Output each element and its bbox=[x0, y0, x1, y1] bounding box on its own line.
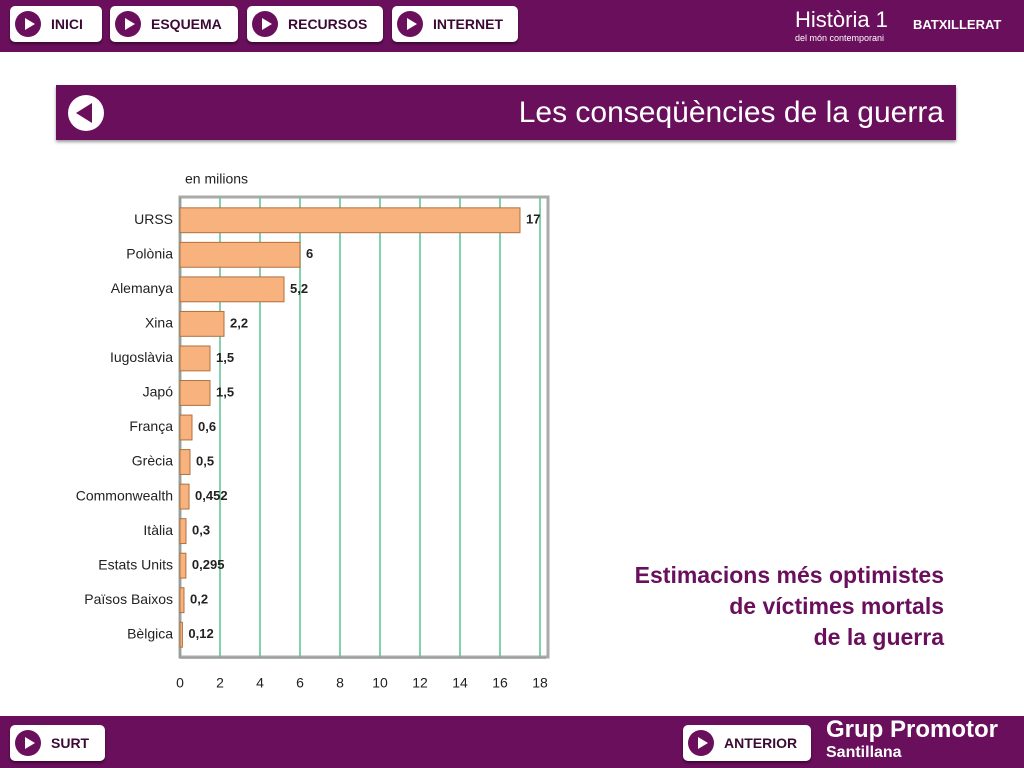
value-label: 0,452 bbox=[195, 488, 228, 503]
nav-button[interactable]: ESQUEMA bbox=[110, 6, 238, 42]
bar bbox=[179, 241, 301, 268]
y-tick-label: URSS bbox=[134, 211, 173, 227]
value-label: 0,12 bbox=[188, 626, 213, 641]
previous-button[interactable]: ANTERIOR bbox=[683, 725, 811, 761]
caption-line: de víctimes mortals bbox=[729, 593, 944, 619]
value-label: 0,5 bbox=[196, 453, 214, 468]
bar bbox=[179, 345, 211, 372]
exit-button[interactable]: SURT bbox=[10, 725, 105, 761]
bar bbox=[179, 587, 185, 614]
x-tick-label: 0 bbox=[176, 675, 184, 691]
value-label: 1,5 bbox=[216, 384, 234, 399]
value-label: 17 bbox=[526, 212, 540, 227]
bar bbox=[179, 483, 190, 510]
chart: en milions 0 2 4 6 8 10 12 14 16 18 URSS 17 Polònia 6… bbox=[76, 171, 550, 691]
brand-level: BATXILLERAT bbox=[913, 17, 1002, 32]
x-tick-label: 12 bbox=[412, 675, 428, 691]
unit-label: en milions bbox=[185, 171, 248, 187]
nav-label: RECURSOS bbox=[288, 16, 368, 32]
caption: Estimacions més optimistes de víctimes mo… bbox=[635, 560, 944, 653]
x-tick-label: 4 bbox=[256, 675, 264, 691]
bar bbox=[179, 621, 183, 648]
y-tick-label: França bbox=[129, 418, 173, 434]
bar bbox=[179, 518, 187, 545]
nav-button[interactable]: INTERNET bbox=[392, 6, 518, 42]
value-label: 0,3 bbox=[192, 523, 210, 538]
x-tick-label: 18 bbox=[532, 675, 548, 691]
header-band: Les conseqüències de la guerra bbox=[56, 85, 956, 140]
caption-line: de la guerra bbox=[813, 624, 944, 650]
nav-label: ESQUEMA bbox=[151, 16, 222, 32]
bar bbox=[179, 310, 225, 337]
value-label: 5,2 bbox=[290, 281, 308, 296]
publisher-sub: Santillana bbox=[826, 744, 902, 761]
y-tick-label: Estats Units bbox=[98, 556, 173, 572]
x-tick-label: 14 bbox=[452, 675, 468, 691]
y-tick-label: Xina bbox=[145, 315, 173, 331]
value-label: 1,5 bbox=[216, 350, 234, 365]
caption-line: Estimacions més optimistes bbox=[634, 562, 944, 588]
y-tick-label: Commonwealth bbox=[76, 487, 173, 503]
x-tick-label: 2 bbox=[216, 675, 224, 691]
brand-title: Història 1 bbox=[795, 7, 888, 32]
bar bbox=[179, 380, 211, 406]
bar bbox=[179, 276, 285, 303]
exit-label: SURT bbox=[51, 735, 90, 751]
x-tick-label: 8 bbox=[336, 675, 344, 691]
nav-label: INICI bbox=[51, 16, 83, 32]
brand-subtitle: del món contemporani bbox=[795, 33, 885, 43]
bar bbox=[179, 414, 193, 441]
y-tick-label: Alemanya bbox=[111, 280, 173, 296]
y-tick-label: Japó bbox=[143, 384, 174, 400]
bar bbox=[179, 207, 521, 234]
y-tick-label: Països Baixos bbox=[84, 591, 173, 607]
value-label: 2,2 bbox=[230, 315, 248, 330]
bar bbox=[179, 449, 191, 475]
value-label: 0,2 bbox=[190, 592, 208, 607]
nav-button[interactable]: RECURSOS bbox=[247, 6, 383, 42]
y-tick-label: Itàlia bbox=[143, 522, 173, 538]
x-tick-label: 10 bbox=[372, 675, 388, 691]
y-tick-label: Iugoslàvia bbox=[110, 349, 173, 365]
y-tick-label: Grècia bbox=[132, 453, 173, 469]
bar bbox=[179, 552, 187, 579]
nav-label: INTERNET bbox=[433, 16, 503, 32]
y-tick-label: Bèlgica bbox=[127, 625, 173, 641]
previous-label: ANTERIOR bbox=[724, 735, 798, 751]
nav-button[interactable]: INICI bbox=[10, 6, 102, 42]
x-tick-label: 6 bbox=[296, 675, 304, 691]
header-title: Les conseqüències de la guerra bbox=[518, 96, 944, 129]
bottom-bar bbox=[0, 716, 1024, 768]
plot-frame bbox=[178, 195, 550, 659]
value-label: 6 bbox=[306, 246, 313, 261]
x-tick-label: 16 bbox=[492, 675, 508, 691]
y-tick-label: Polònia bbox=[126, 246, 173, 262]
value-label: 0,6 bbox=[198, 419, 216, 434]
value-label: 0,295 bbox=[192, 557, 225, 572]
publisher: Grup Promotor bbox=[826, 716, 998, 743]
back-button[interactable] bbox=[68, 95, 104, 131]
